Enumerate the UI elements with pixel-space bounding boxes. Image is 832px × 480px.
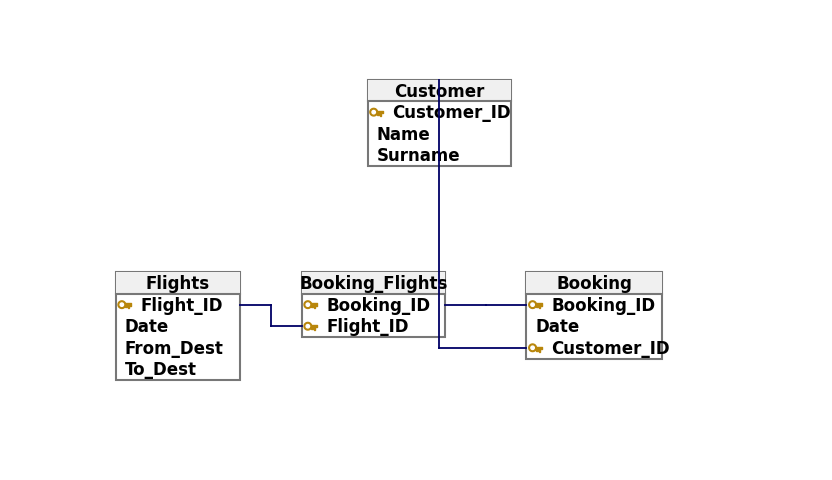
Polygon shape xyxy=(311,306,313,308)
Polygon shape xyxy=(304,301,312,309)
Text: Booking_ID: Booking_ID xyxy=(326,296,430,314)
Text: Date: Date xyxy=(125,318,169,336)
Text: Surname: Surname xyxy=(377,147,460,165)
Polygon shape xyxy=(529,344,537,352)
Text: To_Dest: To_Dest xyxy=(125,360,197,379)
Polygon shape xyxy=(306,325,310,328)
Text: Flights: Flights xyxy=(146,275,210,292)
Polygon shape xyxy=(120,303,123,307)
Text: Booking_ID: Booking_ID xyxy=(551,296,656,314)
Polygon shape xyxy=(370,109,378,117)
Polygon shape xyxy=(118,301,126,309)
Bar xyxy=(368,81,511,167)
Polygon shape xyxy=(377,114,379,116)
Polygon shape xyxy=(379,114,381,117)
Polygon shape xyxy=(536,306,537,308)
Polygon shape xyxy=(314,328,315,330)
Bar xyxy=(527,273,662,294)
Bar xyxy=(116,273,240,294)
Text: Name: Name xyxy=(377,125,430,144)
Text: Flight_ID: Flight_ID xyxy=(141,296,223,314)
Polygon shape xyxy=(314,306,315,309)
Polygon shape xyxy=(372,111,375,115)
Polygon shape xyxy=(531,347,534,350)
Polygon shape xyxy=(128,306,130,309)
Text: Booking_Flights: Booking_Flights xyxy=(300,275,448,292)
Bar xyxy=(116,273,240,380)
Bar xyxy=(527,273,662,359)
Text: Customer_ID: Customer_ID xyxy=(393,104,511,122)
Text: Flight_ID: Flight_ID xyxy=(326,318,409,336)
Polygon shape xyxy=(529,301,537,309)
Polygon shape xyxy=(304,323,312,330)
Text: Date: Date xyxy=(536,318,580,336)
Text: Customer_ID: Customer_ID xyxy=(551,339,670,357)
Polygon shape xyxy=(536,349,537,351)
Bar xyxy=(302,273,445,294)
Polygon shape xyxy=(538,306,540,309)
Text: From_Dest: From_Dest xyxy=(125,339,224,357)
Polygon shape xyxy=(538,349,540,352)
Bar xyxy=(302,273,445,337)
Polygon shape xyxy=(311,328,313,329)
Polygon shape xyxy=(531,303,534,307)
Text: Customer: Customer xyxy=(394,83,484,100)
Polygon shape xyxy=(306,303,310,307)
Bar xyxy=(368,81,511,102)
Text: Booking: Booking xyxy=(557,275,632,292)
